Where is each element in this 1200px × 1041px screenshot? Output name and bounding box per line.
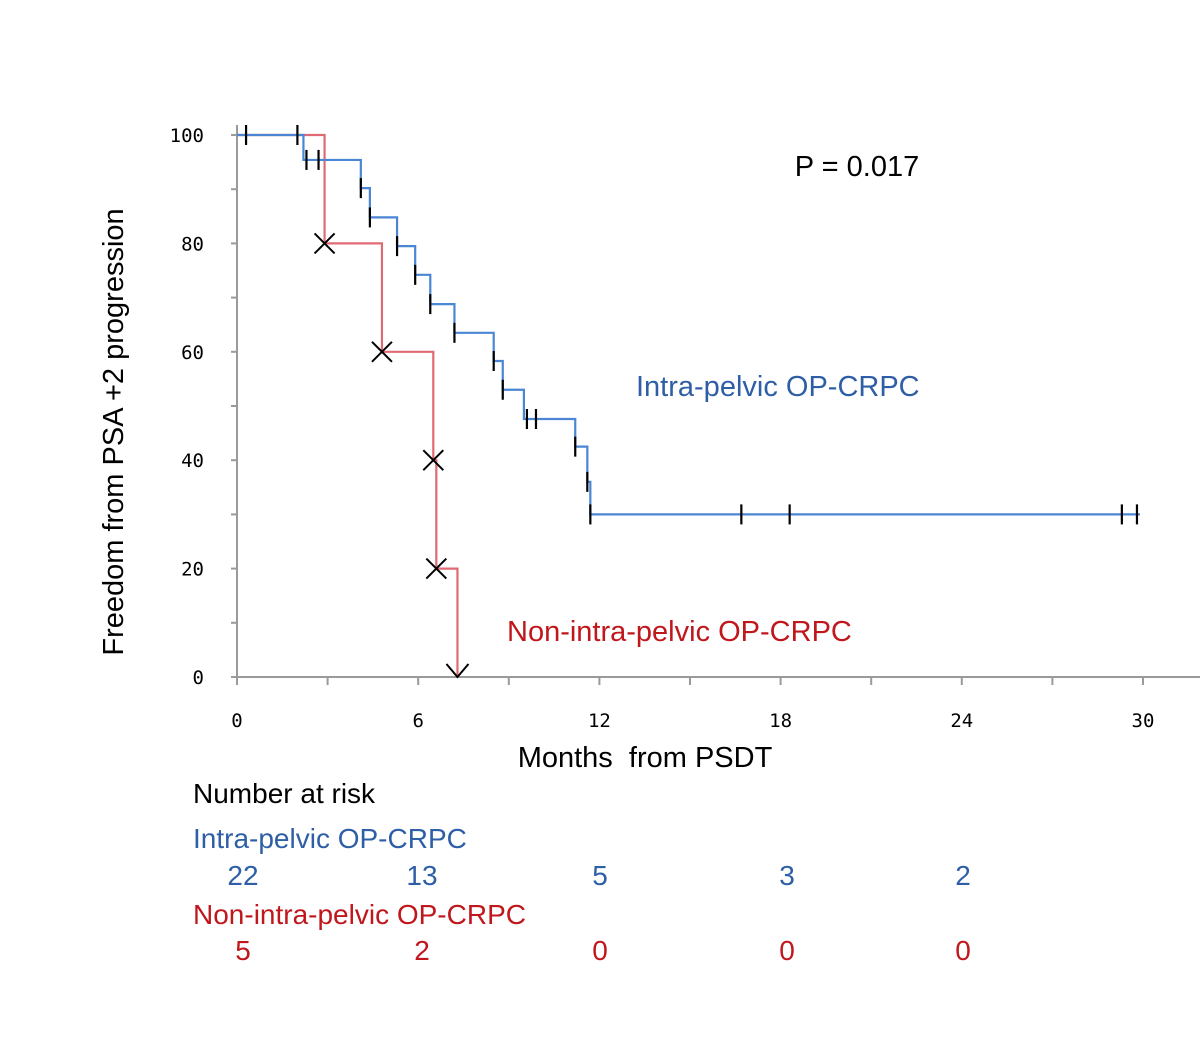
risk-count: 2	[955, 860, 971, 891]
x-tick-label: 18	[769, 710, 792, 732]
y-tick-label: 40	[181, 450, 204, 472]
x-tick-label: 6	[412, 710, 423, 732]
event-marker-stroke	[425, 557, 448, 580]
x-tick-label: 24	[950, 710, 973, 732]
x-tick-label: 12	[588, 710, 611, 732]
event-marker	[371, 341, 393, 363]
curve-intra-pelvic	[237, 133, 1140, 516]
axes: 0 20 40 60 80 100 0 6 12 18 24 30	[170, 125, 1200, 732]
x-tick-label: 30	[1132, 710, 1155, 732]
survival-curves	[237, 133, 1140, 677]
y-tick-label: 0	[193, 667, 204, 689]
series-label-intra-pelvic: Intra-pelvic OP-CRPC	[636, 371, 920, 403]
event-marker-stroke	[313, 232, 336, 255]
y-tick-label: 100	[170, 125, 204, 147]
risk-count: 5	[235, 935, 251, 966]
risk-count: 22	[227, 860, 259, 891]
risk-count: 3	[779, 860, 795, 891]
risk-group-label-non-intra-pelvic: Non-intra-pelvic OP-CRPC	[193, 899, 526, 930]
risk-count: 13	[406, 860, 438, 891]
series-label-non-intra-pelvic: Non-intra-pelvic OP-CRPC	[507, 616, 852, 648]
risk-count: 0	[955, 935, 971, 966]
event-marker	[313, 232, 336, 255]
x-axis-title: Months from PSDT	[518, 742, 773, 774]
risk-count: 0	[779, 935, 795, 966]
curve-non-intra-pelvic	[237, 133, 459, 677]
y-tick-label: 60	[181, 342, 204, 364]
event-marker	[422, 449, 445, 471]
x-tick-label: 0	[231, 710, 242, 732]
risk-group-label-intra-pelvic: Intra-pelvic OP-CRPC	[193, 823, 467, 854]
risk-count: 0	[592, 935, 608, 966]
y-tick-label: 20	[181, 559, 204, 581]
p-value-annotation: P = 0.017	[795, 151, 919, 183]
y-tick-label: 80	[181, 233, 204, 255]
event-marker-stroke	[371, 341, 393, 363]
curve-markers	[244, 125, 1139, 679]
end-marker	[445, 663, 470, 679]
risk-count: 5	[592, 860, 608, 891]
risk-table-title: Number at risk	[193, 778, 376, 809]
y-axis-title: Freedom from PSA +2 progression	[98, 208, 130, 655]
risk-count: 2	[414, 935, 430, 966]
event-marker-stroke	[422, 449, 445, 471]
event-marker	[425, 557, 448, 580]
